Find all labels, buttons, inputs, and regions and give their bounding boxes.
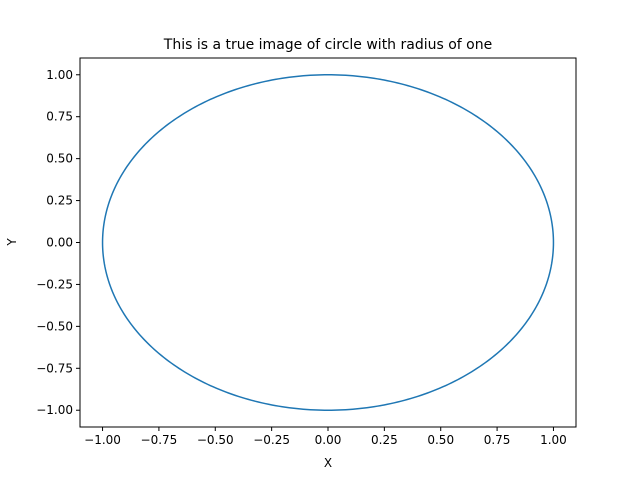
- y-axis-label: Y: [5, 238, 19, 247]
- y-tick-label: 0.50: [46, 152, 73, 166]
- y-tick-label: 1.00: [46, 68, 73, 82]
- x-tick-label: −0.75: [141, 433, 178, 447]
- chart-title: This is a true image of circle with radi…: [163, 37, 492, 53]
- x-tick-label: −0.50: [197, 433, 234, 447]
- plot-series: [101, 74, 555, 411]
- y-tick-label: −1.00: [36, 403, 73, 417]
- x-tick-label: 0.00: [315, 433, 342, 447]
- y-tick-label: −0.50: [36, 319, 73, 333]
- y-tick-label: 0.25: [46, 194, 73, 208]
- x-tick-label: −0.25: [253, 433, 290, 447]
- x-axis-label: X: [324, 456, 332, 470]
- x-tick-label: 0.50: [427, 433, 454, 447]
- plot-area-frame: [79, 57, 577, 428]
- x-tick-label: −1.00: [84, 433, 121, 447]
- x-tick-label: 0.25: [371, 433, 398, 447]
- y-tick-label: −0.25: [36, 277, 73, 291]
- y-tick-label: −0.75: [36, 361, 73, 375]
- series-line-circle: [101, 74, 555, 411]
- y-axis: −1.00 −0.75 −0.50 −0.25 0.00 0.25 0.50 0.75 1.00: [36, 68, 80, 417]
- x-tick-label: 1.00: [540, 433, 567, 447]
- x-axis: −1.00 −0.75 −0.50 −0.25 0.00 0.25 0.50 0.75 1.00: [84, 427, 567, 447]
- x-tick-label: 0.75: [484, 433, 511, 447]
- y-tick-label: 0.00: [46, 236, 73, 250]
- y-tick-label: 0.75: [46, 110, 73, 124]
